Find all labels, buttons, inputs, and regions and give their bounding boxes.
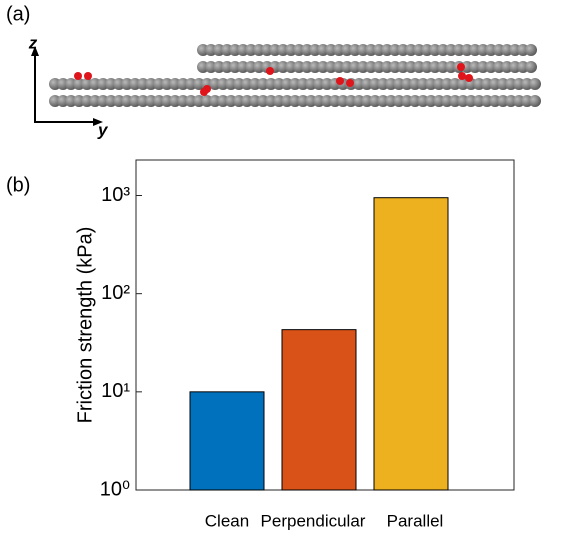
bar [281, 329, 357, 491]
y-tick-label: 10¹ [101, 380, 130, 402]
y-axis-label: Friction strength (kPa) [74, 227, 96, 424]
x-tick-label: Perpendicular [261, 511, 366, 530]
adsorbate-atom [200, 88, 208, 96]
axis-label: z [28, 33, 38, 52]
axis-arrows [31, 46, 103, 126]
atom [525, 44, 537, 56]
adsorbate-atom [465, 74, 473, 82]
bar [373, 197, 449, 491]
y-tick-label: 10³ [101, 184, 130, 206]
arrowhead [31, 46, 39, 56]
adsorbate-atom [74, 72, 82, 80]
atom [529, 78, 541, 90]
atom [525, 61, 537, 73]
panel-label: (b) [6, 174, 30, 196]
adsorbate-atom [457, 63, 465, 71]
molecular-structure [49, 44, 541, 107]
atom [529, 95, 541, 107]
adsorbate-atom [336, 77, 344, 85]
y-tick-label: 10⁰ [100, 478, 130, 500]
axis-label: y [97, 120, 109, 139]
y-tick-label: 10² [101, 282, 130, 304]
arrowhead [93, 118, 103, 126]
adsorbate-atom [84, 72, 92, 80]
bar [189, 391, 265, 491]
adsorbate-atom [458, 72, 466, 80]
x-tick-label: Parallel [387, 511, 444, 530]
adsorbate-atom [346, 79, 354, 87]
panel-label: (a) [6, 3, 30, 25]
x-tick-label: Clean [205, 511, 249, 530]
adsorbate-atom [266, 67, 274, 75]
